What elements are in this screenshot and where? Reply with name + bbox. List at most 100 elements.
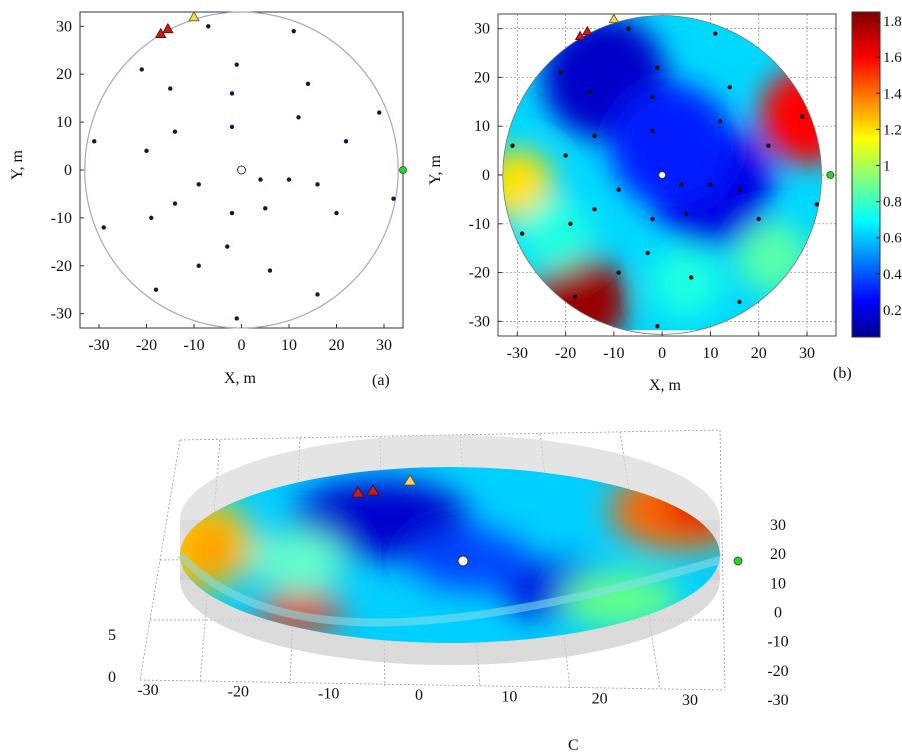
panel-a-station-point xyxy=(229,124,235,130)
panel-a-scatter-plot: -30 -20 -10 0 10 20 30 -30 -20 -10 0 10 20 30 X, m Y,… xyxy=(9,10,407,389)
panel-b-station-point xyxy=(737,187,742,192)
panel-b-station-point xyxy=(655,65,660,70)
panel-a-special-markers xyxy=(155,10,407,175)
panel-b-station-point xyxy=(655,324,660,329)
panel-b-special-markers xyxy=(574,13,835,179)
panel-a-station-point xyxy=(258,177,263,182)
panel-b-station-point xyxy=(510,143,515,148)
panel-a-station-point xyxy=(234,316,239,321)
panel-a-station-point xyxy=(225,244,230,249)
panel-b-xtick-label: 0 xyxy=(658,345,666,362)
panel-b-xtick-label: -10 xyxy=(603,345,624,362)
panel-a-ytick-label: -30 xyxy=(51,306,72,323)
panel-a-station-point xyxy=(206,24,211,29)
panel-a-station-point xyxy=(92,139,97,144)
panel-a-station-point xyxy=(168,86,173,91)
panel-b-red-marker xyxy=(574,30,586,40)
panel-c-ytick-label: 10 xyxy=(770,575,786,592)
panel-c-ytick-label: -20 xyxy=(767,663,788,680)
panel-b-label: (b) xyxy=(833,365,852,382)
panel-b-station-point xyxy=(708,182,713,187)
panel-a-station-point xyxy=(153,287,159,292)
panel-a-station-point xyxy=(291,28,296,34)
panel-a-station-point xyxy=(144,148,149,154)
colorbar-tick-label: 0.6 xyxy=(883,231,902,247)
panel-b-station-point xyxy=(626,26,631,31)
panel-c-green-marker xyxy=(733,556,743,566)
panel-c-ztick-label: 0 xyxy=(108,669,116,686)
panel-a-station-point xyxy=(172,129,178,134)
panel-b-station-point xyxy=(592,133,597,139)
panel-a-xtick-label: -30 xyxy=(88,337,109,354)
colorbar-tick-label: 0.2 xyxy=(883,303,902,319)
panel-a-ytick-label: -20 xyxy=(51,258,72,275)
panel-a-axis-ticks: -30 -20 -10 0 10 20 30 -30 -20 -10 0 10 20 30 xyxy=(51,18,392,354)
panel-b-station-point xyxy=(573,294,578,300)
panel-b-station-point xyxy=(519,231,525,236)
panel-c-xtick-label: -30 xyxy=(137,682,158,699)
panel-b-station-point xyxy=(650,216,655,222)
panel-a-station-points xyxy=(92,24,396,321)
panel-c-ytick-label: -10 xyxy=(767,634,788,651)
panel-b-station-point xyxy=(650,128,655,134)
panel-a-station-point xyxy=(234,62,239,67)
colorbar-tick-label: 1.4 xyxy=(883,86,902,102)
panel-c-y-ticks: 30 20 10 0 -10 -20 -30 xyxy=(767,517,788,709)
panel-b-xtick-label: 30 xyxy=(799,345,815,362)
panel-b-hot-region xyxy=(519,197,592,270)
panel-b-xtick-label: -30 xyxy=(507,345,528,362)
colorbar-tick-label: 0.8 xyxy=(883,195,902,211)
panel-a-xtick-label: 30 xyxy=(376,337,392,354)
panel-b-ytick-label: 0 xyxy=(482,167,490,184)
panel-c-red-marker xyxy=(351,486,365,498)
panel-b-xtick-label: 20 xyxy=(751,345,767,362)
colorbar-tick-label: 1.6 xyxy=(883,50,902,66)
panel-a-green-marker xyxy=(399,166,407,174)
panel-b-hot-region xyxy=(759,68,822,165)
panel-b-center-marker xyxy=(658,171,667,179)
panel-a-station-point xyxy=(315,292,320,297)
panel-a-station-point xyxy=(229,210,235,216)
panel-b-cold-region xyxy=(609,83,734,208)
panel-c-x-ticks: -30 -20 -10 0 10 20 30 xyxy=(137,682,698,709)
panel-a-station-point xyxy=(101,225,106,230)
panel-b-hot-region xyxy=(502,148,554,221)
panel-b-xtick-label: -20 xyxy=(555,345,576,362)
panel-b-station-point xyxy=(592,206,597,212)
panel-b-station-point xyxy=(713,31,718,36)
panel-b-ytick-label: -10 xyxy=(469,216,490,233)
panel-b-station-point xyxy=(737,299,742,305)
panel-b-station-point xyxy=(568,221,573,226)
panel-c-xtick-label: 20 xyxy=(592,690,608,707)
colorbar-tick-label: 1.8 xyxy=(883,14,902,30)
panel-b-station-points xyxy=(510,26,819,329)
panel-c-xtick-label: 0 xyxy=(415,687,423,704)
panel-a-yellow-marker xyxy=(188,10,200,22)
panel-b-station-point xyxy=(650,94,655,100)
panel-b-station-point xyxy=(616,270,621,275)
panel-c-xtick-label: 30 xyxy=(682,692,698,709)
panel-b-station-point xyxy=(587,89,592,95)
panel-c-center-marker xyxy=(457,555,469,567)
colorbar-gradient xyxy=(851,11,881,338)
panel-a-ytick-label: 30 xyxy=(56,18,72,35)
panel-a-station-point xyxy=(139,67,144,72)
panel-a-station-point xyxy=(229,91,235,96)
panel-b-station-point xyxy=(563,153,568,158)
panel-b-station-point xyxy=(688,275,694,280)
panel-b-ytick-label: 20 xyxy=(474,69,490,86)
panel-b-station-point xyxy=(727,84,732,90)
panel-a-station-point xyxy=(263,206,268,211)
panel-b-station-point xyxy=(684,211,689,217)
panel-c-red-marker xyxy=(366,484,380,496)
panel-a-station-point xyxy=(343,139,349,144)
panel-a-station-point xyxy=(305,81,311,87)
panel-b-station-point xyxy=(814,202,819,207)
panel-a-ytick-label: -10 xyxy=(51,210,72,227)
panel-c-surface-front-edge xyxy=(177,552,722,627)
panel-b-red-marker xyxy=(582,25,593,36)
panel-a-ytick-label: 10 xyxy=(56,114,72,131)
panel-a-ytick-label: 20 xyxy=(56,66,72,83)
panel-b-ytick-label: -30 xyxy=(469,313,490,330)
